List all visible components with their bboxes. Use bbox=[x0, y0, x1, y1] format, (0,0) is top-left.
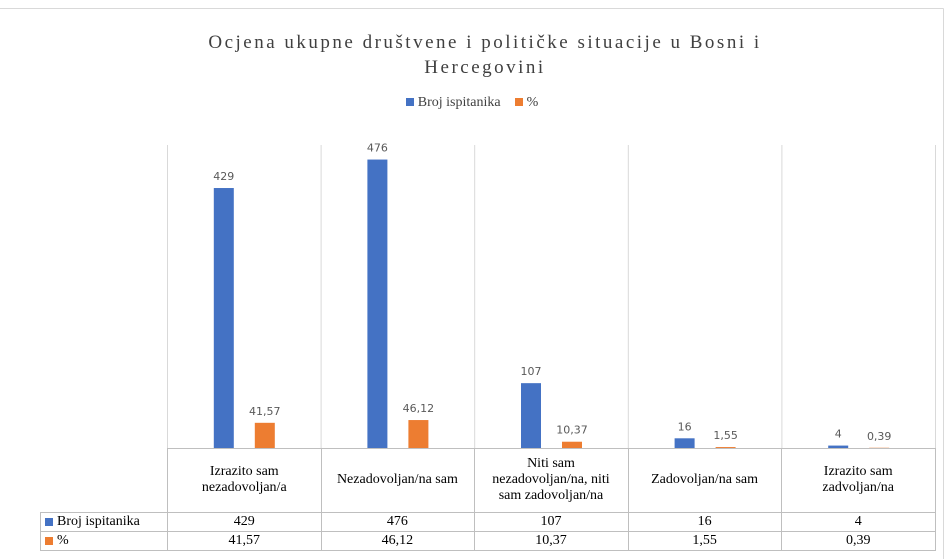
table-value: 46,12 bbox=[320, 531, 476, 551]
bar bbox=[674, 438, 695, 448]
table-series-label: % bbox=[40, 531, 168, 551]
table-series-name: % bbox=[57, 532, 69, 548]
data-label: 107 bbox=[521, 365, 542, 378]
table-value: 4 bbox=[781, 512, 936, 532]
data-label: 476 bbox=[367, 142, 388, 155]
bar bbox=[562, 441, 582, 448]
data-label: 4 bbox=[835, 428, 842, 441]
data-label: 10,37 bbox=[556, 424, 588, 437]
table-series-name: Broj ispitanika bbox=[57, 514, 140, 529]
chart-title: Ocjena ukupne društvene i političke situ… bbox=[208, 32, 762, 78]
bar bbox=[408, 420, 429, 448]
table-category: Nezadovoljan/na sam bbox=[320, 448, 476, 513]
table-value: 10,37 bbox=[474, 531, 629, 551]
bar bbox=[828, 445, 849, 448]
legend-key bbox=[45, 536, 53, 545]
bar bbox=[521, 383, 541, 448]
data-label: 41,57 bbox=[249, 405, 281, 418]
table-value: 429 bbox=[167, 512, 322, 532]
table-value: 107 bbox=[474, 512, 629, 532]
bar bbox=[213, 188, 234, 448]
table-value: 16 bbox=[627, 512, 783, 532]
data-label: 1,55 bbox=[713, 429, 738, 442]
legend-key bbox=[45, 518, 53, 526]
bar bbox=[367, 159, 388, 448]
table-series-label: Broj ispitanika bbox=[40, 512, 168, 532]
table-category: Zadovoljan/na sam bbox=[627, 448, 783, 513]
legend-label: % bbox=[526, 95, 539, 110]
data-label: 429 bbox=[213, 170, 234, 183]
legend-key bbox=[405, 98, 414, 106]
legend: Broj ispitanika% bbox=[0, 95, 944, 111]
data-label: 16 bbox=[678, 420, 692, 433]
table-category: Niti sam nezadovoljan/na, niti sam zadov… bbox=[474, 448, 629, 513]
table-value: 476 bbox=[320, 512, 476, 532]
legend-label: Broj ispitanika bbox=[417, 95, 501, 110]
data-label: 46,12 bbox=[403, 402, 435, 415]
table-value: 1,55 bbox=[627, 531, 783, 551]
table-value: 41,57 bbox=[167, 531, 322, 551]
bar bbox=[715, 447, 736, 448]
bar bbox=[254, 422, 275, 448]
legend-key bbox=[514, 98, 523, 106]
data-label: 0,39 bbox=[867, 430, 892, 443]
table-category: Izrazito sam zadvoljan/na bbox=[781, 448, 936, 513]
table-category: Izrazito sam nezadovoljan/a bbox=[167, 448, 322, 513]
table-value: 0,39 bbox=[781, 531, 936, 551]
